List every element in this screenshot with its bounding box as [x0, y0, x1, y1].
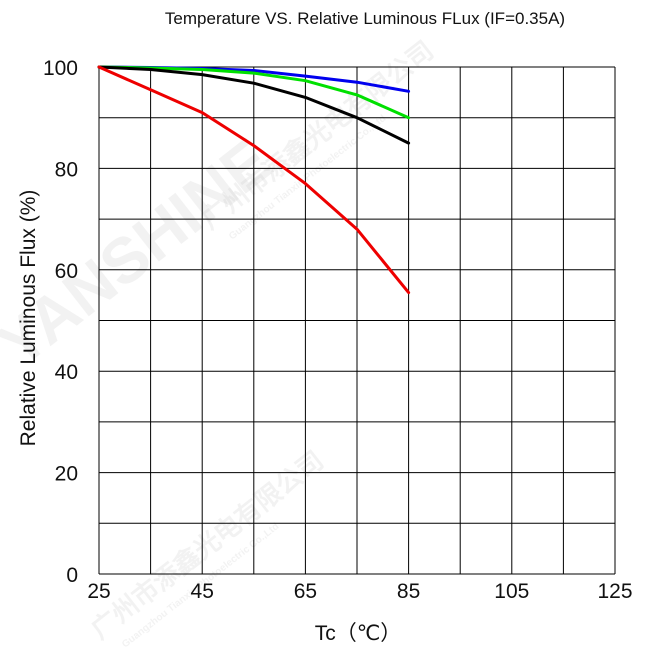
- y-tick-label: 0: [66, 564, 78, 587]
- y-tick-label: 80: [55, 158, 78, 181]
- y-tick-label: 100: [43, 57, 78, 80]
- x-tick-labels: 25 45 65 85 105 125: [87, 580, 632, 603]
- series-line-3: [97, 65, 411, 145]
- y-tick-label: 20: [55, 463, 78, 486]
- x-tick-label: 105: [494, 580, 529, 603]
- x-axis-label: Tc（℃）: [315, 622, 402, 645]
- chart-title: Temperature VS. Relative Luminous FLux (…: [165, 9, 565, 28]
- series-line-4: [97, 65, 411, 295]
- x-tick-label: 45: [191, 580, 214, 603]
- y-tick-label: 60: [55, 260, 78, 283]
- y-tick-label: 40: [55, 361, 78, 384]
- x-tick-label: 65: [294, 580, 317, 603]
- x-tick-label: 85: [397, 580, 420, 603]
- y-tick-labels: 0 20 40 60 80 100: [43, 57, 78, 587]
- grid: [98, 66, 616, 575]
- x-tick-label: 125: [597, 580, 632, 603]
- watermark-cn-bottom: 广州市添鑫光电有限公司: [85, 445, 329, 645]
- watermark-brand: YANSHINE: [0, 124, 285, 381]
- series-group: [97, 65, 411, 295]
- x-tick-label: 25: [87, 580, 110, 603]
- y-axis-label: Relative Luminous Flux (%): [17, 190, 40, 447]
